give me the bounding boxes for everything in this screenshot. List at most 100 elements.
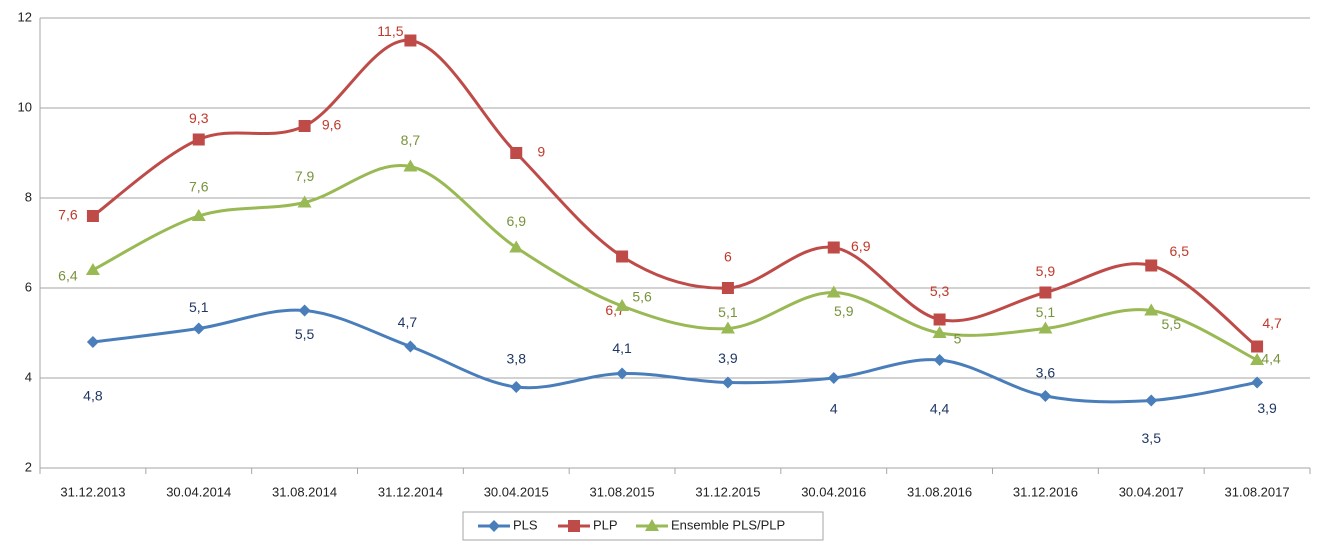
- marker: [86, 336, 99, 348]
- marker: [933, 354, 946, 366]
- marker: [510, 381, 523, 393]
- marker: [1250, 353, 1265, 365]
- data-label: 6,4: [58, 268, 78, 284]
- series-line: [92, 308, 1258, 404]
- y-tick-label: 8: [25, 189, 32, 204]
- data-label: 6: [724, 249, 732, 265]
- data-label: 3,9: [718, 350, 738, 366]
- data-label: 5,1: [718, 304, 738, 320]
- x-tick-label: 31.08.2017: [1225, 484, 1290, 499]
- data-label: 4,8: [83, 388, 103, 404]
- data-label: 6,5: [1170, 243, 1190, 259]
- marker: [721, 376, 734, 389]
- marker: [721, 282, 734, 294]
- marker: [827, 241, 840, 254]
- data-label: 4,7: [398, 314, 418, 330]
- y-tick-label: 12: [18, 9, 32, 24]
- marker: [403, 159, 418, 172]
- marker: [1145, 394, 1158, 407]
- marker: [509, 240, 524, 253]
- data-label: 5,1: [189, 299, 209, 315]
- x-tick-label: 31.08.2014: [272, 484, 337, 499]
- x-tick-label: 31.12.2014: [378, 484, 443, 499]
- legend-marker: [488, 520, 500, 532]
- x-tick-label: 31.12.2016: [1013, 484, 1078, 499]
- marker: [191, 209, 206, 221]
- marker: [404, 34, 417, 47]
- y-tick-label: 6: [25, 279, 32, 294]
- data-label: 7,6: [58, 207, 78, 223]
- legend-label: PLP: [593, 517, 618, 532]
- marker: [297, 195, 312, 208]
- data-label: 5,3: [930, 283, 950, 299]
- x-tick-label: 30.04.2015: [484, 484, 549, 499]
- marker: [826, 285, 841, 298]
- marker: [932, 326, 947, 338]
- data-label: 8,7: [401, 132, 421, 148]
- data-label: 4,4: [930, 401, 950, 417]
- marker: [1039, 390, 1052, 402]
- data-label: 6,9: [851, 238, 871, 254]
- data-label: 5,5: [1162, 316, 1182, 332]
- x-tick-label: 30.04.2014: [166, 484, 231, 499]
- marker: [720, 321, 735, 334]
- legend-marker: [568, 520, 580, 532]
- legend-marker: [645, 519, 659, 531]
- marker: [404, 340, 417, 353]
- marker: [1144, 303, 1159, 316]
- marker: [298, 304, 311, 317]
- x-tick-label: 31.08.2015: [590, 484, 655, 499]
- data-label: 5,5: [295, 326, 315, 342]
- series-line: [92, 163, 1258, 362]
- x-tick-label: 31.08.2016: [907, 484, 972, 499]
- legend-label: PLS: [513, 517, 538, 532]
- x-tick-label: 31.12.2013: [60, 484, 125, 499]
- data-label: 9,3: [189, 110, 209, 126]
- x-tick-label: 31.12.2015: [695, 484, 760, 499]
- marker: [192, 322, 205, 335]
- y-tick-label: 2: [25, 459, 32, 474]
- marker: [616, 367, 629, 380]
- data-label: 3,8: [507, 351, 527, 367]
- marker: [298, 120, 311, 132]
- data-label: 5,6: [632, 289, 652, 305]
- data-label: 11,5: [377, 23, 403, 39]
- marker: [510, 147, 523, 159]
- marker: [616, 250, 629, 263]
- data-label: 5,9: [1036, 263, 1056, 279]
- marker: [827, 372, 840, 384]
- data-label: 5,9: [834, 303, 854, 319]
- data-label: 3,9: [1257, 400, 1277, 416]
- y-tick-label: 10: [18, 99, 32, 114]
- data-label: 3,6: [1036, 365, 1056, 381]
- marker: [85, 263, 100, 275]
- data-label: 7,6: [189, 179, 209, 195]
- marker: [1251, 376, 1264, 389]
- marker: [192, 133, 205, 146]
- data-label: 4,4: [1261, 351, 1281, 367]
- data-label: 4,1: [612, 340, 632, 356]
- data-label: 9: [537, 144, 545, 160]
- data-label: 3,5: [1142, 430, 1162, 446]
- legend-label: Ensemble PLS/PLP: [671, 517, 785, 532]
- marker: [1145, 259, 1158, 272]
- x-tick-label: 30.04.2016: [801, 484, 866, 499]
- marker: [1038, 321, 1053, 334]
- data-label: 9,6: [322, 117, 342, 133]
- data-label: 7,9: [295, 168, 315, 184]
- marker: [933, 313, 946, 326]
- y-tick-label: 4: [25, 369, 32, 384]
- marker: [1251, 340, 1264, 353]
- series-line: [92, 38, 1258, 348]
- x-tick-label: 30.04.2017: [1119, 484, 1184, 499]
- marker: [86, 210, 99, 222]
- data-label: 4,7: [1262, 315, 1282, 331]
- marker: [615, 299, 630, 311]
- data-label: 5,1: [1036, 304, 1056, 320]
- marker: [1039, 286, 1052, 299]
- data-label: 4: [830, 401, 838, 417]
- data-label: 5: [954, 331, 962, 347]
- data-label: 6,9: [507, 213, 527, 229]
